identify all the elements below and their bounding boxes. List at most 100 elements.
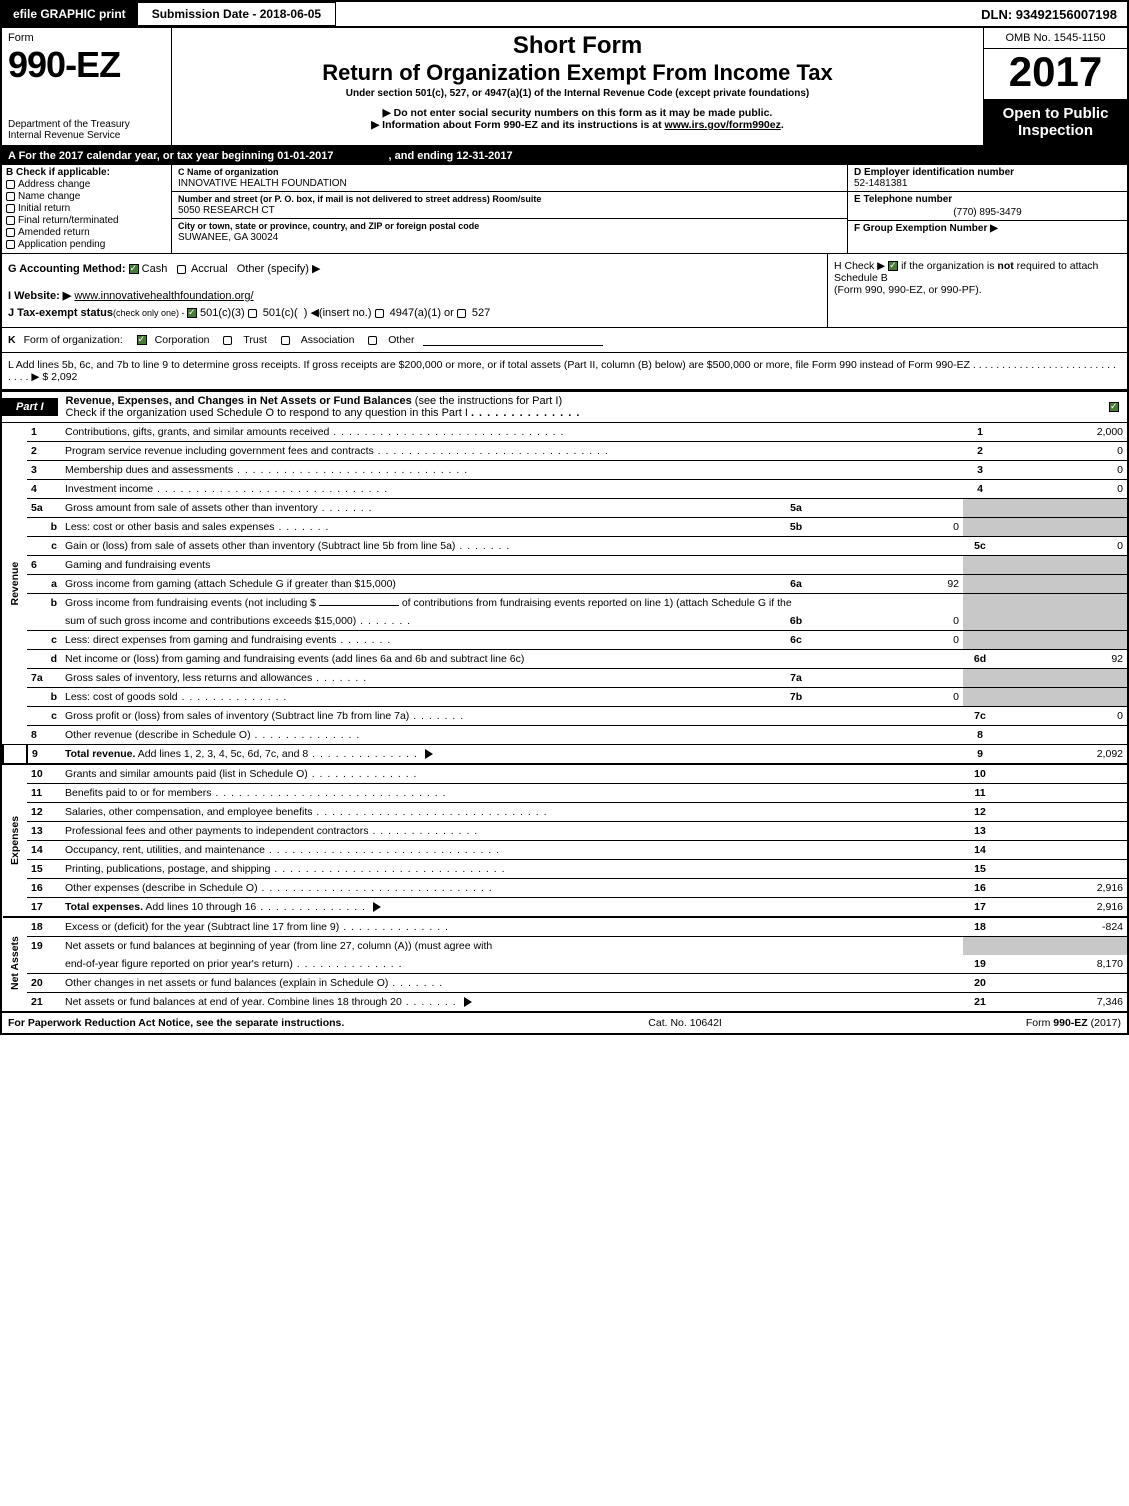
topbar-left: efile GRAPHIC print Submission Date - 20… <box>2 2 336 26</box>
part1-instr: (see the instructions for Part I) <box>415 395 562 407</box>
chk-trust-icon[interactable] <box>223 336 232 345</box>
mn: 5b <box>779 518 813 537</box>
line-h: H Check ▶ if the organization is not req… <box>827 254 1127 327</box>
entity-row: B Check if applicable: Address change Na… <box>2 165 1127 254</box>
gh-row: G Accounting Method: Cash Accrual Other … <box>2 254 1127 328</box>
triangle-icon <box>373 902 381 912</box>
chk-501c-icon[interactable] <box>248 309 257 318</box>
side-expenses: Expenses <box>3 764 27 917</box>
open1: Open to Public <box>1003 105 1109 122</box>
efile-print-button[interactable]: efile GRAPHIC print <box>2 2 137 26</box>
section-f: F Group Exemption Number ▶ <box>848 221 1127 236</box>
chk-4947-icon[interactable] <box>375 309 384 318</box>
ln: c <box>27 707 61 726</box>
triangle-icon <box>464 997 472 1007</box>
row-6c: c Less: direct expenses from gaming and … <box>3 631 1127 650</box>
chk-cash-icon[interactable] <box>129 264 139 274</box>
submission-date-button[interactable]: Submission Date - 2018-06-05 <box>137 2 336 26</box>
irs-link[interactable]: www.irs.gov/form990ez <box>665 119 781 131</box>
chk-final-return[interactable]: Final return/terminated <box>6 215 167 226</box>
ln: 9 <box>27 745 61 765</box>
h-text1: H Check ▶ <box>834 260 888 272</box>
part1-header: Part I Revenue, Expenses, and Changes in… <box>2 390 1127 423</box>
c-city: City or town, state or province, country… <box>172 219 847 245</box>
chk-amended-return[interactable]: Amended return <box>6 227 167 238</box>
rn: 19 <box>963 955 997 974</box>
website-link[interactable]: www.innovativehealthfoundation.org/ <box>74 290 253 302</box>
chk-application-pending[interactable]: Application pending <box>6 239 167 250</box>
rv <box>997 784 1127 803</box>
row-6a: a Gross income from gaming (attach Sched… <box>3 575 1127 594</box>
chk-corp-icon[interactable] <box>137 335 147 345</box>
ln: 8 <box>27 726 61 745</box>
row-12: 12 Salaries, other compensation, and emp… <box>3 803 1127 822</box>
rn: 8 <box>963 726 997 745</box>
ln: 10 <box>27 764 61 784</box>
ln: 7a <box>27 669 61 688</box>
rv <box>997 822 1127 841</box>
grey <box>963 518 997 537</box>
grey <box>997 499 1127 518</box>
chk-527-icon[interactable] <box>457 309 466 318</box>
desc2: of contributions from fundraising events… <box>402 597 792 609</box>
rv: 2,092 <box>997 745 1127 765</box>
rv <box>997 803 1127 822</box>
desc: Professional fees and other payments to … <box>65 825 369 837</box>
ln: 16 <box>27 879 61 898</box>
section-e: E Telephone number (770) 895-3479 <box>848 192 1127 221</box>
chk-name-change[interactable]: Name change <box>6 191 167 202</box>
form-header: Form 990-EZ Department of the Treasury I… <box>2 28 1127 147</box>
rn: 11 <box>963 784 997 803</box>
dept-text: Department of the Treasury <box>8 119 130 130</box>
chk-address-change[interactable]: Address change <box>6 179 167 190</box>
chk-accrual-icon[interactable] <box>177 265 186 274</box>
form-word: Form <box>8 32 165 44</box>
desc: Other changes in net assets or fund bala… <box>65 977 388 989</box>
rn: 12 <box>963 803 997 822</box>
rn: 20 <box>963 974 997 993</box>
row-19a: 19 Net assets or fund balances at beginn… <box>3 937 1127 956</box>
line-j: J Tax-exempt status(check only one) - 50… <box>8 306 821 319</box>
side-revenue: Revenue <box>3 423 27 745</box>
line-k: K Form of organization: Corporation Trus… <box>2 328 1127 353</box>
chk-h-icon[interactable] <box>888 261 898 271</box>
footer-left: For Paperwork Reduction Act Notice, see … <box>8 1017 344 1029</box>
desc: Membership dues and assessments <box>65 464 233 476</box>
rn: 17 <box>963 898 997 918</box>
desc: Salaries, other compensation, and employ… <box>65 806 312 818</box>
part1-chk[interactable] <box>1101 401 1127 413</box>
chk-assoc-icon[interactable] <box>281 336 290 345</box>
grey <box>963 631 997 650</box>
part1-title: Revenue, Expenses, and Changes in Net As… <box>66 395 415 407</box>
main-table: Revenue 1 Contributions, gifts, grants, … <box>2 423 1127 1011</box>
arrow2-pre: ▶ Information about Form 990-EZ and its … <box>371 119 664 131</box>
rn: 4 <box>963 480 997 499</box>
mv: 0 <box>813 612 963 631</box>
grey <box>963 669 997 688</box>
desc: Gain or (loss) from sale of assets other… <box>65 540 455 552</box>
row-13: 13 Professional fees and other payments … <box>3 822 1127 841</box>
desc: Benefits paid to or for members <box>65 787 211 799</box>
rv: 0 <box>997 442 1127 461</box>
grey <box>963 937 997 956</box>
rn: 3 <box>963 461 997 480</box>
ln: 18 <box>27 917 61 937</box>
chk-initial-return[interactable]: Initial return <box>6 203 167 214</box>
ln: 5a <box>27 499 61 518</box>
rv: 2,000 <box>997 423 1127 442</box>
ln: 15 <box>27 860 61 879</box>
h-text4: (Form 990, 990-EZ, or 990-PF). <box>834 284 982 296</box>
desc: Gross income from fundraising events (no… <box>65 597 316 609</box>
c-addr: Number and street (or P. O. box, if mail… <box>172 192 847 219</box>
chk-501c3-icon[interactable] <box>187 308 197 318</box>
chk-other-icon[interactable] <box>368 336 377 345</box>
irs-text: Internal Revenue Service <box>8 130 120 141</box>
checkbox-icon <box>6 216 15 225</box>
rn: 13 <box>963 822 997 841</box>
rv <box>997 974 1127 993</box>
row-16: 16 Other expenses (describe in Schedule … <box>3 879 1127 898</box>
header-left: Form 990-EZ Department of the Treasury I… <box>2 28 172 145</box>
grey <box>997 612 1127 631</box>
row-7c: c Gross profit or (loss) from sales of i… <box>3 707 1127 726</box>
g-cash: Cash <box>142 263 174 275</box>
